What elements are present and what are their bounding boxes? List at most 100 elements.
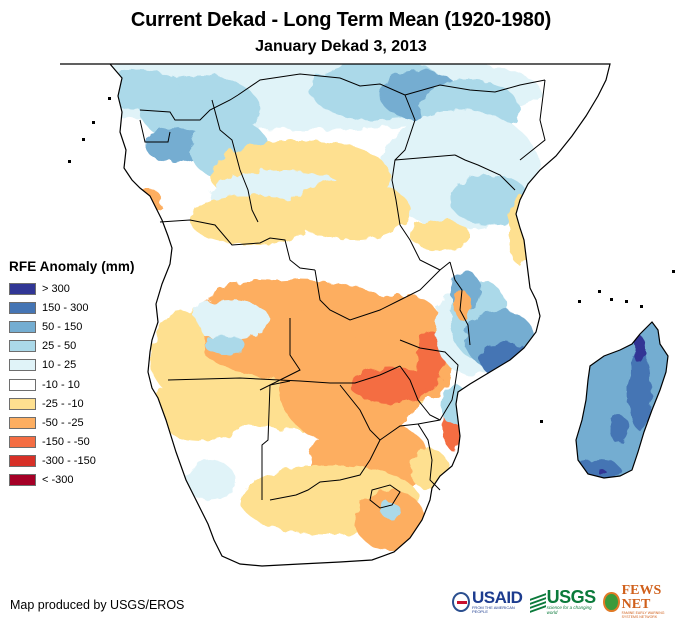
usaid-logo: USAID FROM THE AMERICAN PEOPLE <box>452 589 524 614</box>
island-marker <box>92 121 95 124</box>
island-marker <box>82 138 85 141</box>
island-marker <box>610 298 613 301</box>
country-border <box>399 365 441 421</box>
legend-swatch <box>9 397 36 410</box>
legend-item: -150 - -50 <box>9 433 135 452</box>
legend-item: 50 - 150 <box>9 317 135 336</box>
legend-item: > 300 <box>9 279 135 298</box>
fewsnet-tagline: FAMINE EARLY WARNING SYSTEMS NETWORK <box>621 611 665 619</box>
legend-label: -25 - -10 <box>42 397 84 410</box>
usaid-tagline: FROM THE AMERICAN PEOPLE <box>471 605 515 614</box>
country-border <box>259 318 301 391</box>
island-marker <box>672 270 675 273</box>
legend-label: 25 - 50 <box>42 340 77 353</box>
island-marker <box>68 160 71 163</box>
anomaly-zone <box>410 220 470 250</box>
country-border <box>394 154 456 161</box>
anomaly-zone <box>634 336 646 364</box>
islands <box>68 97 675 423</box>
country-border <box>417 423 441 491</box>
legend-item: 150 - 300 <box>9 298 135 317</box>
legend-item: < -300 <box>9 471 135 490</box>
anomaly-zone <box>350 367 430 403</box>
country-border <box>237 73 406 96</box>
island-marker <box>640 305 643 308</box>
country-border <box>369 484 401 509</box>
anomaly-zone <box>190 300 270 340</box>
legend-title: RFE Anomaly (mm) <box>9 259 135 274</box>
legend-item: -50 - -25 <box>9 413 135 432</box>
legend-swatch <box>9 320 36 333</box>
island-marker <box>625 300 628 303</box>
fewsnet-logo: FEWS NET FAMINE EARLY WARNING SYSTEMS NE… <box>603 584 682 619</box>
anomaly-zone <box>440 385 470 425</box>
anomaly-zone <box>145 127 205 163</box>
anomaly-zone <box>100 70 180 110</box>
usgs-logo: USGS science for a changing world <box>530 588 597 615</box>
globe-icon <box>603 591 620 612</box>
map-subtitle: January Dekad 3, 2013 <box>255 38 427 55</box>
anomaly-zone <box>280 335 420 445</box>
legend-label: 50 - 150 <box>42 320 83 333</box>
country-border <box>139 94 239 121</box>
anomaly-zone <box>610 416 630 444</box>
mainland-africa <box>60 63 611 567</box>
legend-label: < -300 <box>42 474 74 487</box>
legend-swatch <box>9 301 36 314</box>
country-border <box>139 119 171 143</box>
usgs-name: USGS <box>546 587 597 607</box>
legend-item: -25 - -10 <box>9 394 135 413</box>
island-marker <box>108 97 111 100</box>
legend-label: -10 - 10 <box>42 378 80 391</box>
legend-item: -300 - -150 <box>9 452 135 471</box>
country-border <box>339 384 419 441</box>
legend-label: -300 - -150 <box>42 455 96 468</box>
legend-item: 25 - 50 <box>9 337 135 356</box>
anomaly-zone <box>416 330 444 390</box>
madagascar-base <box>576 322 668 478</box>
country-border <box>519 79 546 161</box>
legend-item: 10 - 25 <box>9 356 135 375</box>
fewsnet-name: FEWS NET <box>621 583 662 612</box>
usgs-tagline: science for a changing world <box>546 605 592 615</box>
legend-label: > 300 <box>42 282 70 295</box>
legend: RFE Anomaly (mm) > 300 150 - 300 50 - 150 2… <box>9 259 135 490</box>
country-border <box>211 99 259 223</box>
country-borders <box>139 73 546 509</box>
anomaly-zone <box>516 356 524 364</box>
anomaly-zone <box>628 350 652 430</box>
usgs-wave-icon <box>530 592 547 613</box>
anomaly-zone <box>394 554 406 566</box>
anomaly-zone <box>355 490 425 550</box>
anomaly-zone <box>150 380 250 440</box>
legend-swatch <box>9 455 36 468</box>
coastline <box>60 63 611 567</box>
anomaly-zone <box>205 335 245 355</box>
anomaly-zone <box>410 450 450 490</box>
island-marker <box>540 420 543 423</box>
map-title: Current Dekad - Long Term Mean (1920-198… <box>130 9 552 31</box>
anomaly-zone <box>598 469 606 475</box>
legend-swatch <box>9 436 36 449</box>
legend-label: 150 - 300 <box>42 301 89 314</box>
country-border <box>399 339 459 425</box>
country-border <box>167 365 401 384</box>
country-border <box>454 154 516 191</box>
anomaly-zone <box>290 180 410 240</box>
map-credit: Map produced by USGS/EROS <box>10 598 185 612</box>
anomaly-zone <box>454 290 470 320</box>
legend-swatch <box>9 282 36 295</box>
country-border <box>269 439 381 501</box>
country-border <box>449 261 471 346</box>
anomaly-zone <box>508 195 532 265</box>
island-marker <box>598 290 601 293</box>
legend-swatch <box>9 359 36 372</box>
country-border <box>159 219 316 271</box>
legend-label: 10 - 25 <box>42 359 77 372</box>
country-border <box>314 261 451 321</box>
country-border <box>399 224 441 271</box>
legend-label: -150 - -50 <box>42 436 90 449</box>
anomaly-zone <box>185 460 235 500</box>
island-marker <box>578 300 581 303</box>
usaid-seal-icon <box>452 591 470 612</box>
